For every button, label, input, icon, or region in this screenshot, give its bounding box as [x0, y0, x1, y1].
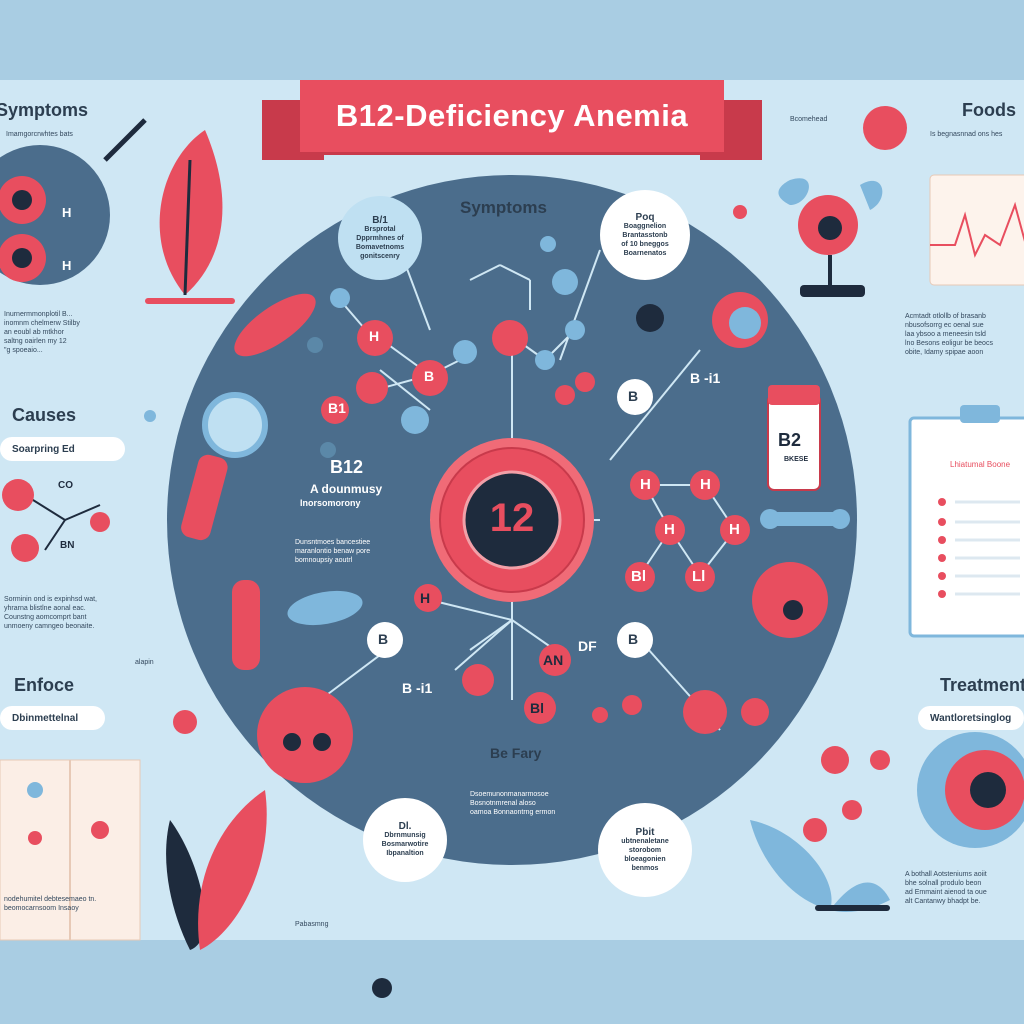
- label-b-i1-bottom: B -i1: [402, 680, 433, 696]
- atom-label-b1: B1: [328, 400, 346, 416]
- left-symptoms-para: Inurnermmonplotil B... inomnm chelmerw S…: [4, 311, 80, 354]
- heading-causes: Causes: [12, 405, 77, 425]
- bubble-top-right: Poq Boaggnelion Brantasstonb of 10 bnegg…: [600, 190, 690, 280]
- page-title: B12-Deficiency Anemia: [300, 80, 724, 152]
- atom-label-h-bottom: H: [420, 590, 431, 606]
- atom-label-b-2: B: [628, 388, 639, 404]
- pill-causes: Soarpring Ed: [0, 437, 125, 461]
- right-para: Acmtadt otlollb of brasanb nbusofsorrg e…: [905, 313, 993, 356]
- b12-title: B12: [330, 457, 364, 477]
- b12-subtitle: A dounmusy: [310, 482, 383, 496]
- label-bcomehead: Bcomehead: [790, 116, 828, 123]
- atom-label-h-2: H: [640, 476, 651, 493]
- bubble-top-left: B/1 Brsprotal Dpprmhnes of Bomavetnoms g…: [338, 196, 422, 280]
- atom-label-an: AN: [543, 652, 564, 668]
- bubble-bottom-left-body: Dbrnmunsig Bosmarwotire Ibpanaltion: [381, 832, 429, 857]
- heading-symptoms-left: Symptoms: [0, 100, 89, 120]
- leaf-icon: [159, 130, 223, 295]
- atom-label-bl: Bl: [631, 568, 646, 585]
- atom-label-h-1: H: [369, 328, 380, 344]
- symptom-atom-h2: H: [62, 258, 72, 273]
- bubble-top-left-body: Brsprotal Dpprmhnes of Bomavetnoms gonit…: [355, 225, 405, 260]
- bubble-top-left-title: B/1: [372, 214, 388, 226]
- clipboard: [908, 416, 1024, 638]
- bubble-top-right-body: Boaggnelion Brantasstonb of 10 bneggos B…: [621, 222, 669, 257]
- center-badge: 12: [489, 496, 535, 540]
- atom-label-h-3: H: [700, 476, 711, 493]
- right-treatment-para: A bothall Aotsteniums aoiit bhe solnall …: [905, 871, 987, 905]
- label-pabasmng: Pabasmng: [295, 921, 329, 928]
- clipboard-title: Lhiatumal Boone: [950, 460, 1011, 469]
- magnifier-icon: [202, 392, 268, 458]
- heading-foods: Foods: [962, 100, 1016, 120]
- atom-label-b1-bottom: Bl: [530, 700, 544, 716]
- bottle-label: B2: [778, 430, 802, 450]
- bubble-top-right-title: Poq: [635, 211, 655, 223]
- atom-label-h-5: H: [729, 521, 740, 538]
- bubble-bottom-left: Dl. Dbrnmunsig Bosmarwotire Ibpanaltion: [363, 798, 447, 882]
- pill-enfoce: Dbinmettelnal: [0, 706, 105, 730]
- bubble-bottom-left-title: Dl.: [398, 821, 412, 832]
- causes-atom-co: CO: [58, 480, 73, 491]
- label-df: DF: [578, 638, 597, 654]
- left-causes-para: Sorminin ond is expinhsd wat, yhrarna bl…: [4, 596, 97, 630]
- right-foods-sub: Is begnasnnad ons hes: [930, 131, 1003, 138]
- center-para-bottom: Dsoemunonmanarmosoe Bosnotnmrenal aloso …: [470, 791, 556, 816]
- atom-label-b-4: B: [628, 631, 639, 647]
- center-inner: [462, 470, 562, 570]
- atom-label-b-1: B: [424, 368, 435, 384]
- causes-atom-bn: BN: [60, 540, 75, 551]
- left-enfoce-para: nodehumitel debtesemaeo tn. beomocarnsoo…: [4, 896, 97, 912]
- atom-label-b-3: B: [378, 631, 389, 647]
- bubble-bottom-right-title: Pbit: [635, 826, 655, 838]
- left-symptoms-sub: Imamgorcrwhtes bats: [6, 131, 73, 138]
- symptom-atom-h1: H: [62, 205, 72, 220]
- atom-label-ll: Ll: [692, 568, 706, 585]
- heading-be-fary: Be Fary: [490, 745, 542, 761]
- bubble-bottom-right: Pbit ubtnenaletane storobom bloeagonien …: [598, 803, 692, 897]
- heading-treatment: Treatment: [940, 675, 1024, 695]
- heading-symptoms-center: Symptoms: [460, 198, 547, 217]
- red-cell-shape: [234, 293, 316, 357]
- label-b-i1-right: B -i1: [690, 370, 721, 386]
- b12-subtitle-2: Inorsomorony: [300, 498, 361, 508]
- heading-enfoce: Enfoce: [14, 675, 75, 695]
- pill-treatment: Wantloretsinglog: [918, 706, 1024, 730]
- bubble-bottom-right-body: ubtnenaletane storobom bloeagonien benmo…: [621, 837, 669, 872]
- label-alapin: alapin: [135, 659, 154, 666]
- atom-label-h-4: H: [664, 521, 675, 538]
- bottle-sublabel: BKESE: [784, 456, 809, 463]
- center-para-left: Dunsntmoes bancestiee maranlontio benaw …: [295, 539, 371, 564]
